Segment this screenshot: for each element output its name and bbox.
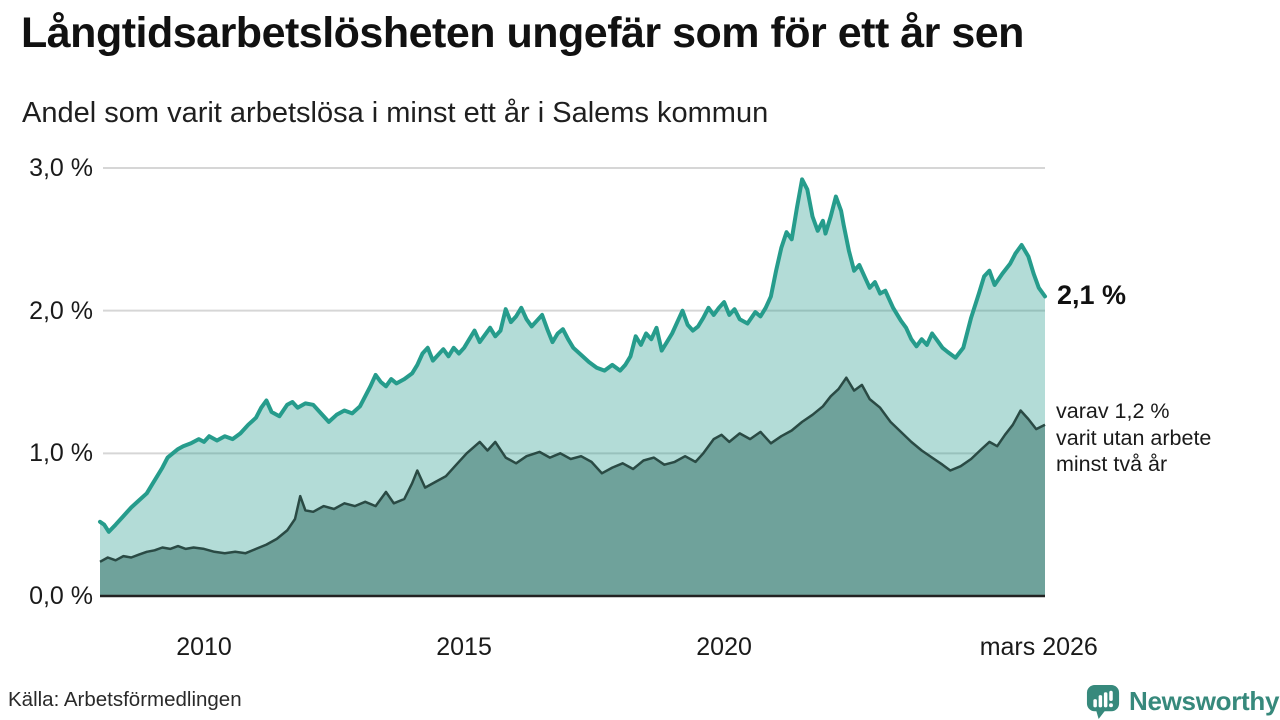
- y-tick-label: 0,0 %: [29, 582, 93, 610]
- newsworthy-wordmark: Newsworthy: [1129, 686, 1280, 716]
- series-breakdown-annotation: varav 1,2 % varit utan arbete minst två …: [1056, 399, 1212, 476]
- series-end-value-label: 2,1 %: [1057, 280, 1127, 310]
- x-tick-label: 2015: [436, 633, 492, 661]
- chart-title: Långtidsarbetslösheten ungefär som för e…: [21, 9, 1024, 57]
- line-unemployed-2plus-year: [99, 376, 1046, 563]
- newsworthy-speech-bubble-icon: [1086, 684, 1120, 719]
- y-tick-label: 3,0 %: [29, 154, 93, 182]
- source-credit: Källa: Arbetsförmedlingen: [8, 688, 242, 711]
- x-tick-label: 2010: [176, 633, 232, 661]
- area-unemployed-2plus-year: [100, 377, 1045, 596]
- x-tick-label: mars 2026: [979, 633, 1098, 661]
- line-unemployed-1plus-year: [98, 177, 1047, 534]
- y-tick-label: 2,0 %: [29, 296, 93, 325]
- x-tick-label: 2020: [696, 633, 752, 661]
- chart-subtitle: Andel som varit arbetslösa i minst ett å…: [22, 97, 769, 129]
- newsworthy-logo: Newsworthy: [1085, 683, 1279, 720]
- y-tick-label: 1,0 %: [29, 439, 93, 468]
